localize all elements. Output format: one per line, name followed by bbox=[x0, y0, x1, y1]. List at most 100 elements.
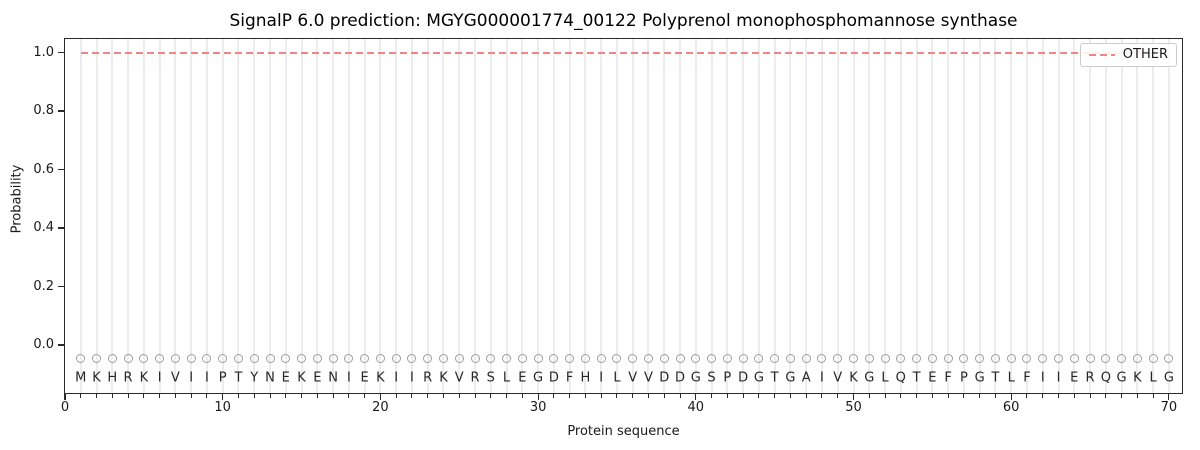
residue-letter: I bbox=[205, 370, 209, 386]
residue-marker bbox=[833, 353, 843, 363]
residue-marker bbox=[912, 353, 922, 363]
residue-letter: R bbox=[423, 370, 433, 386]
x-axis-label: Protein sequence bbox=[567, 424, 680, 439]
gridline bbox=[79, 39, 82, 393]
x-minor-tick-mark bbox=[931, 394, 933, 398]
residue-letter: G bbox=[974, 370, 985, 386]
x-minor-tick-mark bbox=[237, 394, 239, 398]
residue-letter: D bbox=[738, 370, 749, 386]
x-minor-tick-mark bbox=[994, 394, 996, 398]
residue-letter: Y bbox=[250, 370, 259, 386]
y-tick-label: 0.6 bbox=[33, 161, 54, 177]
x-tick-label: 60 bbox=[1002, 400, 1020, 415]
x-minor-tick-mark bbox=[711, 394, 713, 398]
gridline bbox=[332, 39, 335, 393]
residue-marker bbox=[502, 353, 512, 363]
x-minor-tick-mark bbox=[411, 394, 413, 398]
gridline bbox=[300, 39, 303, 393]
x-minor-tick-mark bbox=[364, 394, 366, 398]
residue-letter: G bbox=[785, 370, 796, 386]
x-minor-tick-mark bbox=[190, 394, 192, 398]
residue-marker bbox=[233, 353, 243, 363]
residue-marker bbox=[454, 353, 464, 363]
x-minor-tick-mark bbox=[96, 394, 98, 398]
gridline bbox=[694, 39, 697, 393]
residue-marker bbox=[596, 353, 606, 363]
residue-marker bbox=[943, 353, 953, 363]
x-minor-tick-mark bbox=[427, 394, 429, 398]
x-minor-tick-mark bbox=[963, 394, 965, 398]
residue-letter: V bbox=[628, 370, 638, 386]
x-minor-tick-mark bbox=[569, 394, 571, 398]
residue-letter: P bbox=[723, 370, 732, 386]
residue-marker bbox=[754, 353, 764, 363]
residue-letter: M bbox=[75, 370, 87, 386]
gridline bbox=[174, 39, 177, 393]
residue-letter: H bbox=[107, 370, 118, 386]
residue-marker bbox=[186, 353, 196, 363]
residue-letter: N bbox=[265, 370, 275, 386]
residue-marker bbox=[849, 353, 858, 363]
x-minor-tick-mark bbox=[1073, 394, 1075, 398]
x-minor-tick-mark bbox=[774, 394, 776, 398]
gridline bbox=[221, 39, 224, 393]
residue-marker bbox=[1054, 353, 1063, 363]
x-tick-mark bbox=[379, 394, 381, 400]
gridline bbox=[505, 39, 508, 393]
x-minor-tick-mark bbox=[884, 394, 886, 398]
residue-marker bbox=[202, 353, 212, 363]
residue-marker bbox=[1006, 353, 1016, 363]
residue-letter: K bbox=[376, 370, 385, 386]
gridline bbox=[395, 39, 398, 393]
residue-marker bbox=[423, 353, 433, 363]
residue-marker bbox=[1117, 353, 1127, 363]
residue-letter: P bbox=[959, 370, 968, 386]
residue-marker bbox=[565, 353, 575, 363]
residue-letter: T bbox=[912, 370, 921, 386]
gridline bbox=[474, 39, 477, 393]
gridline bbox=[521, 39, 524, 393]
residue-marker bbox=[580, 353, 590, 363]
residue-marker bbox=[155, 353, 165, 363]
legend-label: OTHER bbox=[1122, 47, 1168, 62]
x-minor-tick-mark bbox=[900, 394, 902, 398]
residue-letter: L bbox=[613, 370, 621, 386]
gridline bbox=[552, 39, 555, 393]
x-minor-tick-mark bbox=[301, 394, 303, 398]
x-tick-label: 0 bbox=[60, 400, 70, 415]
y-tick-label: 1.0 bbox=[33, 44, 54, 60]
residue-marker bbox=[785, 353, 795, 363]
residue-letter: E bbox=[518, 370, 527, 386]
x-minor-tick-mark bbox=[111, 394, 113, 398]
residue-marker bbox=[959, 353, 969, 363]
residue-marker bbox=[1069, 353, 1079, 363]
residue-marker bbox=[486, 353, 496, 363]
residue-marker bbox=[391, 353, 401, 363]
gridline bbox=[347, 39, 350, 393]
gridline bbox=[284, 39, 287, 393]
x-minor-tick-mark bbox=[679, 394, 681, 398]
x-minor-tick-mark bbox=[1121, 394, 1123, 398]
gridline bbox=[1136, 39, 1139, 393]
residue-marker bbox=[139, 353, 149, 363]
residue-letter: R bbox=[470, 370, 480, 386]
residue-letter: K bbox=[439, 370, 448, 386]
gridline bbox=[757, 39, 760, 393]
x-minor-tick-mark bbox=[947, 394, 949, 398]
gridline bbox=[1089, 39, 1092, 393]
x-minor-tick-mark bbox=[348, 394, 350, 398]
gridline bbox=[158, 39, 161, 393]
gridline bbox=[379, 39, 382, 393]
gridline bbox=[489, 39, 492, 393]
residue-letter: F bbox=[944, 370, 952, 386]
gridline bbox=[679, 39, 682, 393]
residue-marker bbox=[407, 353, 417, 363]
residue-letter: K bbox=[849, 370, 858, 386]
x-minor-tick-mark bbox=[758, 394, 760, 398]
gridline bbox=[884, 39, 887, 393]
x-minor-tick-mark bbox=[159, 394, 161, 398]
residue-marker bbox=[76, 353, 86, 363]
residue-marker bbox=[517, 353, 527, 363]
x-minor-tick-mark bbox=[584, 394, 586, 398]
